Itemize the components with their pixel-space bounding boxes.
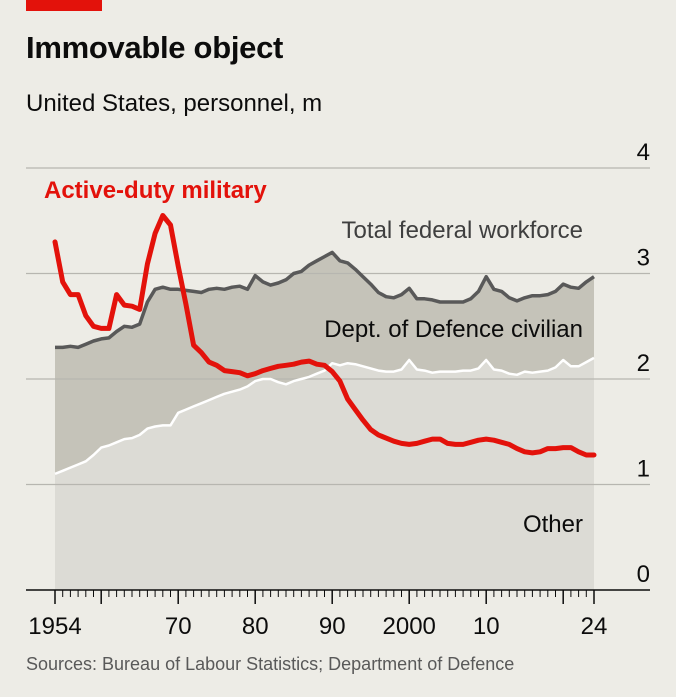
x-tick-label-1954: 1954: [28, 613, 81, 640]
series-line-military: [52, 213, 597, 458]
label-active-duty-military: Active-duty military: [44, 177, 267, 204]
x-tick-label-2000: 2000: [383, 613, 436, 640]
x-tick-label-90: 90: [319, 613, 346, 640]
chart-title: Immovable object: [26, 30, 284, 65]
series-labels: Active-duty military Total federal workfo…: [44, 177, 583, 538]
series-line-dod-civilian: [54, 356, 595, 476]
label-other: Other: [523, 511, 583, 538]
label-dod-civilian: Dept. of Defence civilian: [324, 316, 583, 343]
y-tick-label-1: 1: [637, 456, 650, 483]
series-line-total: [55, 250, 595, 350]
brand-accent-bar: [26, 0, 102, 11]
x-tick-label-10: 10: [473, 613, 500, 640]
series-lines: [52, 213, 597, 476]
x-axis-ticks: 1954 70 80 90 2000 10 24: [28, 590, 607, 640]
source-note: Sources: Bureau of Labour Statistics; De…: [26, 654, 515, 674]
dod-civilian-area: [55, 357, 594, 590]
chart-subtitle: United States, personnel, m: [26, 90, 323, 117]
y-tick-label-0: 0: [637, 561, 650, 588]
x-tick-label-24: 24: [581, 613, 608, 640]
x-tick-label-80: 80: [242, 613, 269, 640]
x-tick-label-70: 70: [165, 613, 192, 640]
y-tick-label-4: 4: [637, 139, 650, 166]
y-tick-label-2: 2: [637, 350, 650, 377]
area-layer: [55, 252, 594, 590]
y-tick-label-3: 3: [637, 245, 650, 272]
y-axis-ticks: 0 1 2 3 4: [637, 139, 650, 588]
label-total-federal-workforce: Total federal workforce: [342, 217, 583, 244]
